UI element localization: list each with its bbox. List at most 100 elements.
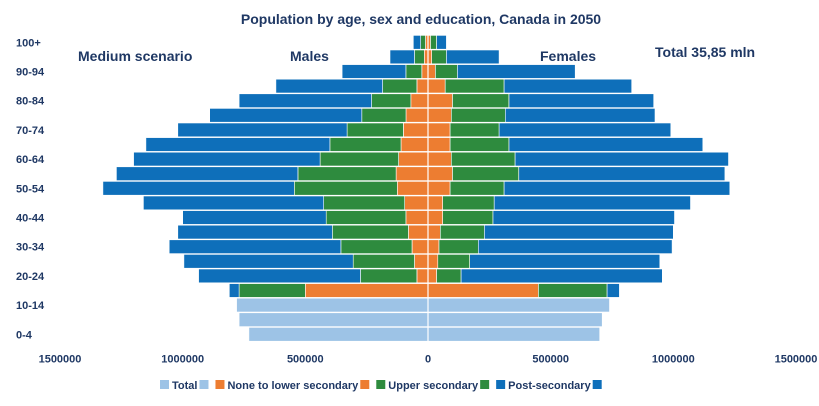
bar-male-25-29-series-2	[352, 254, 415, 269]
bar-female-60-64-series-2	[450, 151, 516, 167]
value-tick-label: 1000000	[161, 354, 204, 366]
bar-male-85-89-series-1	[416, 78, 429, 94]
bar-female-50-54-series-3	[503, 181, 731, 196]
bar-male-10-14-series-0	[236, 297, 429, 313]
bar-male-60-64-series-3	[133, 151, 321, 167]
bar-female-95-99-series-2	[431, 49, 447, 65]
bar-male-15-19-series-2	[238, 283, 306, 298]
bar-female-50-54-series-1	[427, 181, 451, 196]
bar-male-75-79-series-3	[209, 108, 363, 123]
bar-male-75-79-series-1	[405, 108, 429, 123]
bar-male-0-4-series-0	[248, 327, 429, 342]
bar-male-45-49-series-3	[143, 195, 324, 211]
bar-female-40-44-series-2	[442, 210, 494, 225]
age-tick-label: 70-74	[16, 125, 45, 137]
legend-swatch	[199, 380, 209, 389]
bar-male-35-39-series-1	[408, 224, 429, 240]
bar-male-85-89-series-2	[382, 78, 418, 94]
bar-female-30-34-series-2	[438, 239, 479, 254]
bar-female-20-24-series-2	[436, 268, 462, 284]
age-tick-label: 100+	[16, 37, 41, 49]
bar-male-70-74-series-2	[346, 122, 404, 138]
legend-label: Total	[172, 380, 197, 392]
bar-female-70-74-series-3	[498, 122, 672, 138]
bar-female-90-94-series-2	[435, 64, 458, 79]
bar-female-70-74-series-1	[427, 122, 451, 138]
bar-male-80-84-series-2	[371, 93, 412, 108]
bar-male-70-74-series-3	[177, 122, 348, 138]
bars-layer	[102, 35, 731, 342]
bar-female-95-99-series-3	[446, 49, 500, 65]
bar-female-40-44-series-1	[427, 210, 443, 225]
legend-swatch	[160, 380, 169, 389]
bar-female-80-84-series-3	[508, 93, 654, 108]
legend-swatch	[360, 380, 370, 389]
bar-male-30-34-series-2	[340, 239, 413, 254]
bar-female-55-59-series-2	[452, 166, 519, 181]
bar-male-85-89-series-3	[275, 78, 383, 94]
bar-male-30-34-series-3	[168, 239, 342, 254]
bar-female-70-74-series-2	[449, 122, 500, 138]
bar-male-60-64-series-1	[398, 151, 429, 167]
bar-female-90-94-series-1	[427, 64, 436, 79]
bar-female-5-9-series-0	[427, 312, 603, 327]
value-tick-label: 1000000	[652, 354, 695, 366]
value-tick-label: 500000	[532, 354, 569, 366]
bar-male-100+-series-2	[420, 35, 426, 50]
bar-female-85-89-series-3	[503, 78, 633, 94]
bar-male-35-39-series-2	[331, 224, 409, 240]
bar-female-0-4-series-0	[427, 327, 600, 342]
bar-male-5-9-series-0	[238, 312, 429, 327]
value-axis: 1500000 1000000 500000 0 500000 1000000 150000…	[39, 354, 818, 366]
bar-female-45-49-series-1	[427, 195, 443, 211]
legend-swatch	[480, 380, 490, 389]
bar-female-20-24-series-3	[460, 268, 663, 284]
legend-swatch	[376, 380, 386, 389]
bar-female-90-94-series-3	[457, 64, 576, 79]
legend: Total None to lower secondary Upper second…	[160, 380, 602, 392]
bar-male-45-49-series-2	[323, 195, 406, 211]
bar-female-65-69-series-1	[427, 137, 451, 152]
bar-male-65-69-series-3	[145, 137, 331, 152]
legend-swatch	[592, 380, 602, 389]
bar-male-95-99-series-3	[389, 49, 415, 65]
legend-label: Post-secondary	[508, 380, 591, 392]
bar-male-40-44-series-1	[405, 210, 429, 225]
bar-male-20-24-series-2	[360, 268, 418, 284]
bar-male-55-59-series-1	[395, 166, 429, 181]
bar-female-80-84-series-2	[452, 93, 510, 108]
bar-female-100+-series-2	[430, 35, 437, 50]
legend-label: None to lower secondary	[227, 380, 359, 392]
value-tick-label: 1500000	[39, 354, 82, 366]
bar-male-20-24-series-3	[198, 268, 361, 284]
bar-female-55-59-series-1	[427, 166, 453, 181]
bar-male-90-94-series-3	[341, 64, 407, 79]
age-tick-label: 10-14	[16, 300, 45, 312]
bar-female-80-84-series-1	[427, 93, 453, 108]
bar-male-50-54-series-3	[102, 181, 295, 196]
bar-female-45-49-series-3	[493, 195, 691, 211]
bar-male-70-74-series-1	[403, 122, 429, 138]
bar-male-25-29-series-3	[183, 254, 354, 269]
bar-male-15-19-series-1	[304, 283, 429, 298]
bar-male-60-64-series-2	[319, 151, 399, 167]
bar-male-80-84-series-1	[410, 93, 429, 108]
bar-male-95-99-series-2	[414, 49, 425, 65]
age-tick-label: 0-4	[16, 329, 33, 341]
bar-male-65-69-series-1	[400, 137, 429, 152]
bar-female-30-34-series-1	[427, 239, 440, 254]
bar-female-20-24-series-1	[427, 268, 437, 284]
bar-female-40-44-series-3	[492, 210, 675, 225]
bar-female-10-14-series-0	[427, 297, 610, 313]
bar-female-25-29-series-2	[437, 254, 470, 269]
bar-male-100+-series-3	[412, 35, 421, 50]
scenario-label: Medium scenario	[78, 48, 192, 64]
value-tick-label: 0	[425, 354, 431, 366]
bar-male-90-94-series-1	[421, 64, 429, 79]
bar-female-75-79-series-2	[450, 108, 506, 123]
bar-male-65-69-series-2	[329, 137, 402, 152]
bar-male-35-39-series-3	[177, 224, 333, 240]
bar-female-85-89-series-1	[427, 78, 446, 94]
bar-male-15-19-series-3	[229, 283, 240, 298]
